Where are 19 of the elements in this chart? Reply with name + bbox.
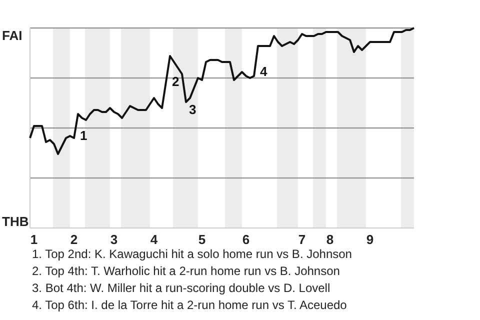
- annotation: 1: [80, 128, 88, 143]
- x-tick-label: 5: [198, 232, 206, 247]
- x-tick-label: 6: [242, 232, 250, 247]
- annotation: 4: [260, 64, 268, 79]
- x-tick-label: 4: [150, 232, 158, 247]
- text: FAI: [2, 28, 22, 43]
- annotation: 2: [172, 74, 180, 89]
- text: THB: [2, 214, 29, 229]
- x-tick-label: 2: [70, 232, 78, 247]
- x-tick-label: 9: [366, 232, 374, 247]
- text: 2. Top 4th: T. Warholic hit a 2-run home run vs B. Johnson: [32, 264, 340, 278]
- text: 3. Bot 4th: W. Miller hit a run-scoring double vs D. Lovell: [32, 281, 330, 295]
- annotation: 3: [189, 102, 196, 117]
- x-tick-label: 3: [110, 232, 118, 247]
- x-tick-label: 1: [30, 232, 38, 247]
- text: 4. Top 6th: I. de la Torre hit a 2-run home run vs T. Aceuedo: [32, 298, 348, 312]
- x-tick-label: 7: [298, 232, 306, 247]
- x-tick-label: 8: [326, 232, 334, 247]
- text: 1. Top 2nd: K. Kawaguchi hit a solo home run vs B. Johnson: [32, 247, 352, 261]
